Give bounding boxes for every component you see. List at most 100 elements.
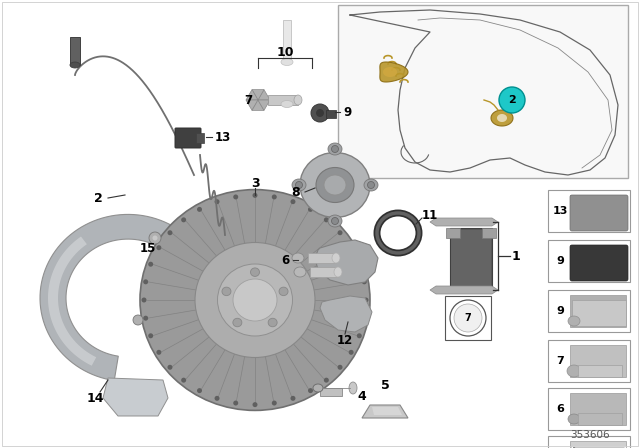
Polygon shape bbox=[362, 405, 408, 418]
Circle shape bbox=[349, 245, 354, 250]
Circle shape bbox=[168, 230, 172, 235]
Circle shape bbox=[324, 378, 329, 383]
Text: 11: 11 bbox=[422, 208, 438, 221]
Circle shape bbox=[349, 350, 354, 355]
Circle shape bbox=[367, 181, 374, 189]
Bar bbox=[320, 388, 342, 396]
Circle shape bbox=[357, 333, 362, 338]
Circle shape bbox=[253, 193, 257, 198]
Ellipse shape bbox=[364, 179, 378, 191]
Bar bbox=[548, 340, 630, 382]
Text: 7: 7 bbox=[465, 313, 472, 323]
Bar bbox=[548, 388, 630, 430]
Bar bbox=[578, 413, 622, 425]
Circle shape bbox=[143, 280, 148, 284]
Circle shape bbox=[197, 207, 202, 212]
Text: 7: 7 bbox=[244, 94, 252, 107]
Circle shape bbox=[364, 297, 369, 302]
Circle shape bbox=[362, 280, 367, 284]
Circle shape bbox=[168, 365, 172, 370]
Circle shape bbox=[332, 217, 339, 224]
FancyBboxPatch shape bbox=[175, 128, 201, 148]
Text: 2: 2 bbox=[508, 95, 516, 105]
Circle shape bbox=[308, 207, 313, 212]
Polygon shape bbox=[383, 67, 397, 77]
Circle shape bbox=[156, 245, 161, 250]
Ellipse shape bbox=[292, 179, 306, 191]
Circle shape bbox=[291, 199, 296, 204]
Circle shape bbox=[499, 87, 525, 113]
Circle shape bbox=[133, 315, 143, 325]
Ellipse shape bbox=[140, 190, 370, 410]
Circle shape bbox=[324, 217, 329, 222]
Circle shape bbox=[253, 402, 257, 407]
Bar bbox=[70, 37, 80, 65]
Bar bbox=[548, 290, 630, 332]
Circle shape bbox=[332, 146, 339, 152]
Ellipse shape bbox=[332, 253, 340, 263]
FancyBboxPatch shape bbox=[570, 245, 628, 281]
Ellipse shape bbox=[324, 175, 346, 195]
Text: 14: 14 bbox=[86, 392, 104, 405]
Text: 9: 9 bbox=[556, 306, 564, 316]
Ellipse shape bbox=[328, 215, 342, 227]
Ellipse shape bbox=[568, 316, 580, 326]
Circle shape bbox=[156, 350, 161, 355]
Ellipse shape bbox=[281, 59, 293, 65]
Polygon shape bbox=[320, 296, 372, 332]
Bar bbox=[446, 228, 460, 238]
Ellipse shape bbox=[70, 62, 80, 68]
Polygon shape bbox=[246, 100, 258, 110]
Ellipse shape bbox=[300, 152, 370, 217]
Bar bbox=[445, 296, 491, 340]
Circle shape bbox=[152, 236, 157, 241]
Bar bbox=[268, 95, 298, 105]
Text: 8: 8 bbox=[292, 185, 300, 198]
Ellipse shape bbox=[349, 382, 357, 394]
Text: 7: 7 bbox=[556, 356, 564, 366]
Text: 1: 1 bbox=[511, 250, 520, 263]
Bar bbox=[570, 195, 626, 227]
Circle shape bbox=[308, 388, 313, 393]
Polygon shape bbox=[103, 378, 168, 416]
Ellipse shape bbox=[250, 268, 259, 276]
Polygon shape bbox=[48, 237, 96, 366]
Polygon shape bbox=[315, 240, 378, 285]
Text: 13: 13 bbox=[215, 130, 231, 143]
Ellipse shape bbox=[567, 365, 581, 377]
Ellipse shape bbox=[281, 100, 293, 108]
Text: 6: 6 bbox=[281, 254, 289, 267]
Circle shape bbox=[296, 181, 303, 189]
Circle shape bbox=[454, 304, 482, 332]
Circle shape bbox=[149, 232, 161, 244]
Text: 12: 12 bbox=[337, 333, 353, 346]
Circle shape bbox=[143, 316, 148, 321]
Text: 353606: 353606 bbox=[570, 430, 610, 440]
Polygon shape bbox=[430, 218, 498, 226]
Polygon shape bbox=[258, 100, 270, 110]
Polygon shape bbox=[491, 110, 513, 126]
Bar bbox=[570, 345, 626, 377]
Ellipse shape bbox=[233, 279, 277, 321]
FancyBboxPatch shape bbox=[570, 195, 628, 231]
Bar bbox=[548, 190, 630, 232]
Ellipse shape bbox=[222, 287, 231, 296]
Bar bbox=[283, 20, 291, 62]
Circle shape bbox=[311, 104, 329, 122]
Ellipse shape bbox=[294, 267, 306, 277]
Bar bbox=[570, 295, 626, 327]
Bar bbox=[450, 228, 492, 290]
Bar bbox=[572, 300, 626, 326]
Circle shape bbox=[214, 199, 220, 204]
Text: 9: 9 bbox=[556, 256, 564, 266]
Polygon shape bbox=[430, 286, 498, 294]
Ellipse shape bbox=[568, 414, 580, 424]
Circle shape bbox=[291, 396, 296, 401]
Polygon shape bbox=[497, 114, 507, 122]
Polygon shape bbox=[572, 446, 626, 448]
Circle shape bbox=[214, 396, 220, 401]
Circle shape bbox=[141, 297, 147, 302]
Text: 2: 2 bbox=[93, 191, 102, 204]
Polygon shape bbox=[380, 62, 408, 82]
Ellipse shape bbox=[233, 318, 242, 327]
